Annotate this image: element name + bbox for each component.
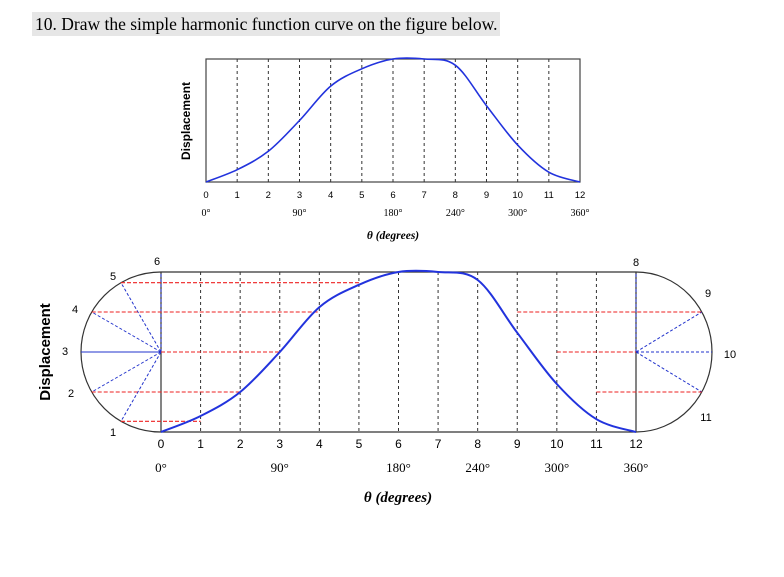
right-circle-rays (635, 272, 712, 393)
bottom-degree-label: 0° (155, 460, 167, 475)
bottom-tick-label: 10 (550, 437, 564, 451)
bottom-degree-label: 360° (624, 460, 649, 475)
top-xlabel: θ (degrees) (367, 230, 419, 242)
top-ylabel: Displacement (179, 82, 193, 160)
bottom-tick-label: 4 (316, 437, 323, 451)
right-circle-label: 11 (700, 412, 711, 424)
left-circle-label: 4 (72, 304, 78, 316)
left-ray (120, 351, 162, 422)
top-tick-label: 2 (266, 190, 271, 201)
top-degree-label: 0° (202, 208, 211, 219)
right-circle-label: 8 (633, 257, 639, 269)
top-harmonic-curve (205, 57, 581, 183)
bottom-degree-labels: 0° 90° 180° 240° 300° 360° (155, 460, 648, 475)
question-text: Draw the simple harmonic function curve … (61, 14, 498, 34)
left-circle-rays (81, 272, 162, 422)
bottom-degree-label: 180° (386, 460, 411, 475)
right-circle-label: 9 (705, 288, 711, 300)
top-tick-label: 9 (484, 190, 489, 201)
top-tick-label: 3 (297, 190, 302, 201)
bottom-tick-label: 6 (395, 437, 402, 451)
right-ray (635, 351, 703, 393)
left-circle-label: 2 (68, 388, 74, 400)
top-degree-label: 360° (571, 208, 590, 219)
bottom-tick-label: 11 (590, 437, 603, 451)
top-tick-label: 7 (422, 190, 427, 201)
bottom-tick-label: 3 (276, 437, 283, 451)
bottom-ylabel: Displacement (37, 303, 54, 401)
top-panel: Displacement 0 1 2 3 4 5 6 7 8 9 10 11 12 0° 90° 180° 2… (179, 57, 590, 242)
top-tick-label: 1 (235, 190, 240, 201)
top-tick-label: 0 (203, 190, 208, 201)
bottom-harmonic-curve (160, 269, 637, 433)
top-degree-label: 240° (446, 208, 465, 219)
circle-point-labels: 1 2 3 4 5 6 8 9 10 11 (62, 256, 736, 439)
left-ray (120, 282, 162, 353)
projection-lines (91, 282, 702, 422)
left-circle-label: 6 (154, 256, 160, 268)
left-circle-label: 3 (62, 346, 68, 358)
top-grid-lines (236, 59, 550, 182)
left-circle-label: 5 (110, 271, 116, 283)
top-tick-label: 5 (359, 190, 364, 201)
bottom-tick-labels: 0 1 2 3 4 5 6 7 8 9 10 11 12 (158, 437, 643, 451)
left-circle-label: 1 (110, 427, 116, 439)
top-tick-label: 12 (575, 190, 586, 201)
bottom-tick-label: 2 (237, 437, 244, 451)
top-tick-labels: 0 1 2 3 4 5 6 7 8 9 10 11 12 (203, 190, 585, 201)
bottom-tick-label: 0 (158, 437, 165, 451)
top-tick-label: 6 (390, 190, 395, 201)
bottom-tick-label: 12 (629, 437, 643, 451)
top-tick-label: 10 (512, 190, 523, 201)
left-ray (91, 351, 162, 393)
bottom-tick-label: 5 (356, 437, 363, 451)
top-degree-label: 180° (384, 208, 403, 219)
bottom-tick-label: 9 (514, 437, 521, 451)
top-tick-label: 8 (453, 190, 458, 201)
bottom-degree-label: 300° (544, 460, 569, 475)
bottom-xlabel: θ (degrees) (364, 490, 432, 506)
bottom-tick-label: 1 (197, 437, 204, 451)
left-ray (91, 311, 162, 353)
top-degree-labels: 0° 90° 180° 240° 300° 360° (202, 208, 590, 219)
bottom-degree-label: 90° (271, 460, 289, 475)
bottom-tick-label: 7 (435, 437, 442, 451)
right-circle-label: 10 (724, 349, 736, 361)
question-title: 10. Draw the simple harmonic function cu… (32, 12, 501, 36)
top-tick-label: 11 (544, 190, 554, 201)
top-degree-label: 300° (508, 208, 527, 219)
bottom-degree-label: 240° (465, 460, 490, 475)
bottom-tick-label: 8 (474, 437, 481, 451)
right-ray (635, 311, 703, 353)
top-degree-label: 90° (293, 208, 307, 219)
question-number: 10. (35, 14, 57, 34)
top-tick-label: 4 (328, 190, 333, 201)
